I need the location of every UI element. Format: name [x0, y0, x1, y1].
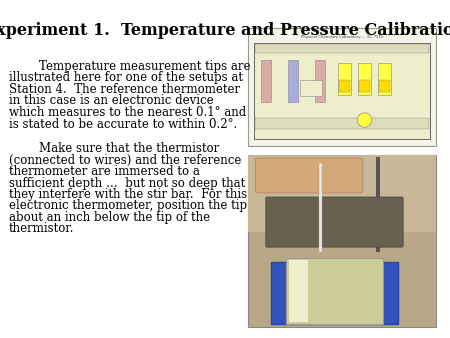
Text: they interfere with the stir bar.  For this: they interfere with the stir bar. For th…: [9, 188, 247, 201]
Bar: [378, 63, 391, 95]
FancyBboxPatch shape: [266, 197, 403, 247]
Text: sufficient depth …  but not so deep that: sufficient depth … but not so deep that: [9, 176, 245, 190]
Bar: [379, 80, 390, 92]
Bar: [339, 80, 350, 92]
Bar: [254, 43, 430, 139]
Text: is stated to be accurate to within 0.2°.: is stated to be accurate to within 0.2°.: [9, 118, 237, 130]
Text: thermometer are immersed to a: thermometer are immersed to a: [9, 165, 200, 178]
Bar: [338, 63, 351, 95]
Text: in this case is an electronic device: in this case is an electronic device: [9, 95, 214, 107]
Bar: [270, 262, 398, 323]
Bar: [320, 163, 322, 252]
Text: thermistor.: thermistor.: [9, 222, 75, 236]
Bar: [255, 118, 429, 129]
Bar: [286, 258, 383, 323]
Bar: [289, 260, 308, 322]
Text: which measures to the nearest 0.1° and: which measures to the nearest 0.1° and: [9, 106, 246, 119]
Bar: [358, 63, 371, 95]
Text: Physical Chemistry Laboratory — SC 7510: Physical Chemistry Laboratory — SC 7510: [301, 35, 383, 39]
Text: Temperature measurement tips are: Temperature measurement tips are: [9, 60, 251, 73]
Text: electronic thermometer, position the tip: electronic thermometer, position the tip: [9, 199, 247, 213]
Bar: [359, 80, 370, 92]
Text: illustrated here for one of the setups at: illustrated here for one of the setups a…: [9, 72, 243, 84]
Bar: [300, 80, 322, 96]
Text: Station 4.  The reference thermometer: Station 4. The reference thermometer: [9, 83, 240, 96]
Bar: [261, 60, 271, 102]
Bar: [255, 44, 429, 53]
Bar: [315, 60, 325, 102]
Bar: [248, 155, 436, 233]
Bar: [288, 60, 298, 102]
FancyBboxPatch shape: [256, 158, 363, 193]
Bar: [248, 28, 436, 146]
Circle shape: [357, 113, 372, 127]
Text: about an inch below the tip of the: about an inch below the tip of the: [9, 211, 210, 224]
Text: Make sure that the thermistor: Make sure that the thermistor: [9, 142, 219, 155]
Bar: [248, 155, 436, 327]
Bar: [376, 157, 380, 251]
Text: Experiment 1.  Temperature and Pressure Calibration: Experiment 1. Temperature and Pressure C…: [0, 22, 450, 39]
Text: (connected to wires) and the reference: (connected to wires) and the reference: [9, 153, 241, 167]
